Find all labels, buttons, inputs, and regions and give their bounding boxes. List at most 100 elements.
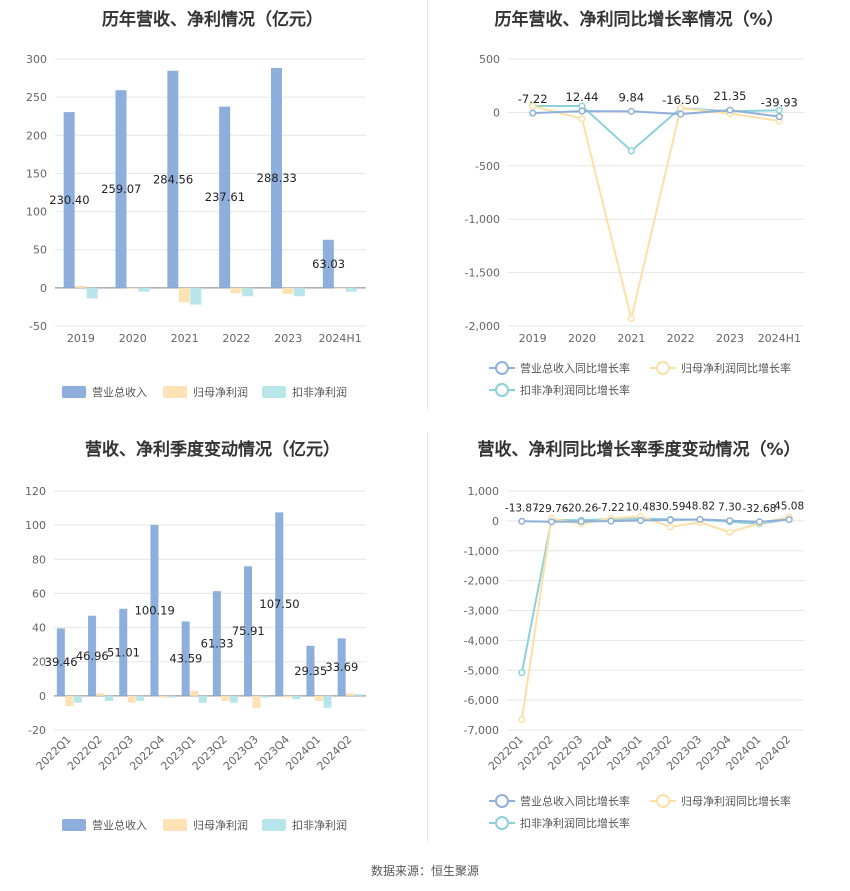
series-point-3	[627, 147, 635, 155]
bar-revenue	[271, 67, 282, 288]
y-tick-label: 0	[492, 515, 499, 528]
legend-label: 归母净利润	[193, 818, 248, 832]
bar-revenue	[244, 566, 253, 696]
series-point-1	[627, 107, 635, 115]
x-tick-label: 2022	[222, 332, 250, 345]
series-point-2	[518, 715, 526, 724]
chart1-title: 历年营收、净利情况（亿元）	[102, 10, 323, 30]
y-tick-label: -20	[28, 724, 46, 737]
legend-marker	[495, 361, 509, 375]
legend-label: 营业总收入	[92, 818, 147, 832]
legend-marker	[495, 794, 509, 808]
data-label: -20.26	[564, 502, 598, 514]
legend-label: 归母净利润同比增长率	[681, 794, 791, 808]
bar-revenue	[275, 512, 284, 696]
bar-revenue	[63, 112, 75, 288]
series-point-3	[775, 106, 783, 114]
bar-parent-profit	[346, 693, 355, 696]
data-label: -39.93	[761, 96, 798, 110]
legend-label: 营业总收入同比增长率	[520, 794, 630, 808]
bar-deducted-profit	[136, 695, 145, 701]
y-tick-label: 0	[39, 690, 46, 703]
bar-parent-profit	[221, 695, 230, 701]
x-tick-label: 2020	[119, 332, 147, 345]
bar-revenue	[181, 621, 190, 696]
series-point-1	[607, 517, 615, 525]
series-point-1	[696, 515, 704, 523]
data-label: 29.35	[294, 664, 327, 678]
y-tick-label: 1,000	[468, 485, 500, 498]
series-point-2	[578, 115, 586, 123]
bar-parent-profit	[283, 695, 292, 698]
data-label: -7.22	[518, 92, 548, 106]
chart2-title: 历年营收、净利同比增长率情况（%）	[494, 10, 784, 30]
series-point-1	[577, 517, 585, 526]
data-label: -7.22	[597, 502, 624, 514]
x-tick-label: 2019	[519, 332, 547, 345]
legend-swatch	[163, 819, 187, 831]
data-source-note: 数据来源：恒生聚源	[370, 864, 479, 878]
y-tick-label: 100	[25, 519, 46, 532]
series-line-1	[532, 109, 780, 118]
y-tick-label: -6,000	[464, 694, 499, 707]
data-label: -13.87	[505, 502, 539, 514]
bar-deducted-profit	[261, 695, 270, 698]
legend-swatch	[62, 819, 86, 831]
data-label: 39.46	[45, 655, 78, 669]
y-tick-label: 100	[26, 206, 47, 219]
x-tick-label: 2024H1	[318, 332, 361, 345]
data-label: 7.30	[718, 502, 741, 514]
y-tick-label: 150	[26, 167, 47, 180]
chart3-title: 营收、净利季度变动情况（亿元）	[85, 440, 340, 460]
y-tick-label: -5,000	[464, 664, 499, 677]
series-point-2	[529, 102, 537, 110]
bar-deducted-profit	[138, 287, 150, 292]
series-line-2	[520, 515, 790, 720]
data-label: 75.91	[232, 624, 265, 638]
y-tick-label: -1,500	[465, 267, 500, 280]
chart4-title: 营收、净利同比增长率季度变动情况（%）	[477, 440, 801, 460]
bar-deducted-profit	[229, 695, 238, 703]
legend-label: 扣非净利润同比增长率	[520, 383, 630, 397]
data-label: 30.59	[655, 501, 685, 513]
legend-label: 归母净利润同比增长率	[681, 361, 791, 375]
data-label: 43.59	[169, 652, 202, 666]
series-point-1	[785, 515, 793, 524]
series-point-1	[518, 517, 526, 525]
bar-deducted-profit	[292, 695, 301, 700]
bar-deducted-profit	[105, 695, 114, 701]
y-tick-label: -2,000	[464, 575, 499, 588]
bar-parent-profit	[127, 287, 138, 289]
series-point-1	[755, 518, 764, 526]
data-label: 288.33	[257, 171, 297, 185]
series-point-1	[529, 109, 537, 117]
bar-deducted-profit	[190, 287, 202, 305]
series-point-2	[627, 314, 635, 323]
bar-deducted-profit	[294, 287, 305, 297]
y-tick-label: 40	[32, 622, 46, 635]
series-point-1	[775, 113, 783, 121]
legend-swatch	[163, 386, 187, 398]
series-point-1	[578, 107, 586, 115]
y-tick-label: 20	[32, 656, 46, 669]
y-tick-label: 80	[32, 553, 46, 566]
data-label: 10.48	[626, 502, 656, 514]
bar-revenue	[150, 524, 159, 696]
divider-top	[427, 0, 428, 410]
bar-parent-profit	[334, 287, 346, 289]
data-label: -29.76	[535, 503, 569, 515]
series-point-1	[726, 517, 734, 525]
series-line-2	[532, 105, 780, 319]
bar-deducted-profit	[323, 695, 332, 708]
legend-label: 营业总收入同比增长率	[520, 361, 630, 375]
y-tick-label: -500	[475, 160, 500, 173]
data-label: 63.03	[312, 257, 345, 271]
legend-label: 扣非净利润	[292, 818, 347, 832]
y-tick-label: -2,000	[465, 320, 500, 333]
series-point-1	[666, 516, 674, 524]
legend-swatch	[62, 386, 86, 398]
data-label: 107.50	[259, 597, 299, 611]
y-tick-label: -1,000	[464, 545, 499, 558]
